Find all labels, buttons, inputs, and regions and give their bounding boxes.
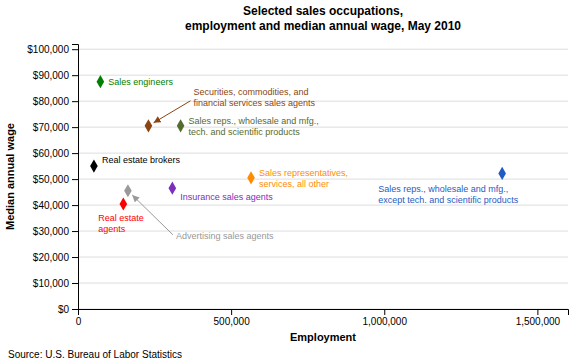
tick-label: $30,000: [33, 226, 70, 237]
tick: 1,000,000: [363, 309, 408, 327]
grid: [78, 49, 568, 309]
axis-line: [79, 310, 569, 316]
grid-line: [78, 101, 568, 102]
point: [97, 75, 105, 88]
annotation: Real estate brokers: [102, 155, 181, 165]
y-axis-title: Median annual wage: [4, 123, 16, 230]
tick-label: 1,000,000: [363, 316, 408, 327]
tick-label: $80,000: [33, 96, 70, 107]
tick-mark: [72, 257, 78, 258]
tick-label: $50,000: [33, 174, 70, 185]
tick-mark: [72, 283, 78, 284]
tick-mark: [72, 75, 78, 76]
tick-mark: [72, 127, 78, 128]
point: [124, 184, 132, 197]
tick-label: 500,000: [214, 316, 251, 327]
tick-label: $20,000: [33, 252, 70, 263]
arrow: [154, 101, 191, 123]
tick-label: 1,500,000: [516, 316, 561, 327]
tick: $0: [58, 304, 78, 315]
tick: $20,000: [33, 252, 78, 263]
point: [177, 119, 185, 132]
tick-label: $100,000: [27, 44, 69, 55]
annotation: Sales representatives,services, all othe…: [259, 168, 348, 189]
point: [145, 119, 153, 132]
grid-line: [78, 153, 568, 154]
tick-mark: [537, 309, 538, 315]
tick-label: 0: [76, 316, 82, 327]
tick-mark: [231, 309, 232, 315]
tick-mark: [72, 49, 78, 50]
plot: 0 500,000 1,000,000 1,500,000 $0 $10,000 $20,0…: [27, 44, 568, 327]
tick-label: $70,000: [33, 122, 70, 133]
labels: Sales engineers Securities, commodities, …: [98, 77, 518, 241]
annotation: Sales reps., wholesale and mfg.,except t…: [378, 184, 519, 205]
tick-label: $90,000: [33, 70, 70, 81]
grid-line: [78, 283, 568, 284]
tick: $10,000: [33, 278, 78, 289]
grid-line: [78, 49, 568, 50]
source: Source: U.S. Bureau of Labor Statistics: [8, 349, 182, 360]
annotation: Insurance sales agents: [180, 192, 273, 202]
point: [498, 167, 506, 180]
chart: 0 500,000 1,000,000 1,500,000 $0 $10,000 $20,0…: [0, 0, 580, 363]
point: [247, 171, 255, 184]
tick-mark: [72, 309, 78, 310]
tick: $90,000: [33, 70, 78, 81]
annotation: Sales reps., wholesale and mfg.,tech. an…: [189, 116, 319, 137]
tick: $80,000: [33, 96, 78, 107]
tick: 0: [76, 309, 82, 327]
tick-mark: [72, 205, 78, 206]
point: [90, 160, 98, 173]
annotation: Sales engineers: [108, 77, 173, 87]
annotation: Real estateagents: [98, 213, 144, 234]
tick-label: $40,000: [33, 200, 70, 211]
grid-line: [78, 257, 568, 258]
tick-mark: [72, 179, 78, 180]
tick: 1,500,000: [516, 309, 561, 327]
tick: $30,000: [33, 226, 78, 237]
tick: $60,000: [33, 148, 78, 159]
annotation: Advertising sales agents: [176, 231, 274, 241]
tick: $70,000: [33, 122, 78, 133]
tick-mark: [72, 101, 78, 102]
point: [120, 197, 128, 210]
point: [169, 182, 177, 195]
grid-line: [78, 75, 568, 76]
tick-mark: [384, 309, 385, 315]
title: Selected sales occupations,employment an…: [185, 4, 461, 33]
tick: $50,000: [33, 174, 78, 185]
axis-line: [72, 45, 79, 310]
x-axis-title: Employment: [290, 331, 356, 343]
tick-label: $60,000: [33, 148, 70, 159]
tick-mark: [72, 153, 78, 154]
tick-mark: [72, 231, 78, 232]
tick-label: $10,000: [33, 278, 70, 289]
y-axis: $0 $10,000 $20,000 $30,000 $40,000 $50,000 $60…: [27, 44, 78, 315]
grid-line: [78, 231, 568, 232]
tick: $40,000: [33, 200, 78, 211]
annotation: Securities, commodities, andfinancial se…: [193, 87, 315, 108]
tick: $100,000: [27, 44, 78, 55]
tick: 500,000: [214, 309, 251, 327]
tick-label: $0: [58, 304, 70, 315]
x-axis: 0 500,000 1,000,000 1,500,000: [76, 309, 569, 327]
